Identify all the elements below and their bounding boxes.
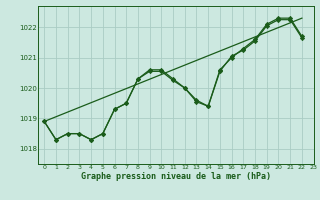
X-axis label: Graphe pression niveau de la mer (hPa): Graphe pression niveau de la mer (hPa): [81, 172, 271, 181]
